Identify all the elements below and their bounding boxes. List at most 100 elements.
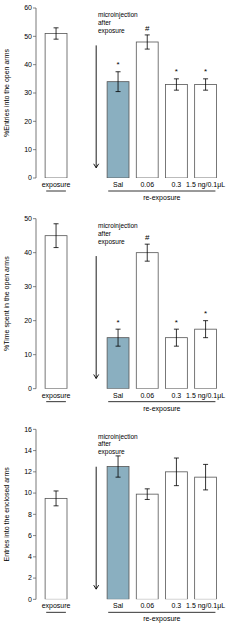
x-tick-label: exposure: [42, 181, 71, 189]
y-tick: [33, 354, 36, 355]
y-axis: [36, 219, 37, 389]
bar: [45, 236, 67, 389]
group-label: re-exposure: [143, 194, 180, 202]
y-tick: [33, 178, 36, 179]
error-bar: [116, 329, 121, 346]
arrow-head: [94, 585, 99, 589]
y-tick-label: 6: [28, 532, 32, 539]
x-tick-label: 0.06: [140, 181, 154, 188]
y-tick: [33, 429, 36, 430]
y-tick-label: 8: [28, 511, 32, 518]
arrow: [96, 467, 97, 589]
error-bar: [203, 321, 208, 338]
x-tick-label: 0.06: [140, 392, 154, 399]
x-tick-label: 0.3: [172, 181, 182, 188]
y-tick: [33, 578, 36, 579]
y-tick: [33, 599, 36, 600]
y-tick-label: 40: [24, 61, 32, 68]
figure: 0102030405060%Entries into the open arms…: [0, 0, 249, 632]
x-tick-label: 0.3: [172, 392, 182, 399]
error-bar: [54, 224, 59, 248]
underline: [108, 191, 215, 192]
x-tick-label: exposure: [42, 602, 71, 610]
error-bar: [203, 464, 208, 490]
y-tick: [33, 450, 36, 451]
error-bar: [116, 72, 121, 92]
annotation: microinjectionafterexposure: [98, 222, 138, 246]
bar: [195, 477, 217, 599]
y-tick-label: 60: [24, 4, 32, 11]
error-bar: [174, 458, 179, 486]
error-bar: [174, 329, 179, 346]
y-tick-label: 50: [24, 215, 32, 222]
bar-annotation: *: [116, 60, 119, 69]
x-tick-label: exposure: [42, 392, 71, 400]
arrow: [96, 45, 97, 167]
x-tick-label: 1.5 ng/0.1μL: [186, 602, 225, 610]
bar-annotation: *: [175, 318, 178, 327]
underline: [46, 401, 66, 402]
x-tick-label: Sal: [113, 602, 124, 609]
bar: [165, 85, 187, 179]
bar-annotation: *: [175, 67, 178, 76]
bar: [45, 34, 67, 179]
y-tick: [33, 514, 36, 515]
y-tick: [33, 320, 36, 321]
y-label: %Time spent in the open arms: [3, 256, 11, 351]
y-tick-label: 10: [24, 146, 32, 153]
y-tick: [33, 252, 36, 253]
group-label: re-exposure: [143, 615, 180, 623]
underline: [46, 612, 66, 613]
y-tick: [33, 8, 36, 9]
x-tick-label: 1.5 ng/0.1μL: [186, 181, 225, 189]
underline: [108, 612, 215, 613]
x-tick-label: Sal: [113, 392, 124, 399]
x-tick-label: 0.3: [172, 602, 182, 609]
bar: [195, 85, 217, 179]
y-tick-label: 12: [24, 468, 32, 475]
y-tick-label: 20: [24, 118, 32, 125]
y-tick-label: 10: [24, 351, 32, 358]
y-tick: [33, 149, 36, 150]
y-tick: [33, 493, 36, 494]
arrow: [96, 256, 97, 378]
y-tick-label: 0: [28, 385, 32, 392]
bar: [107, 82, 129, 178]
panel: 01020304050%Time spent in the open arms*…: [3, 215, 225, 413]
bar-annotation: *: [116, 318, 119, 327]
annotation: microinjectionafterexposure: [98, 433, 138, 457]
y-tick: [33, 286, 36, 287]
y-tick-label: 0: [28, 596, 32, 603]
bars: [45, 28, 216, 178]
bar-annotation: *: [204, 67, 207, 76]
error-bar: [203, 79, 208, 90]
y-tick-label: 4: [28, 553, 32, 560]
error-bar: [145, 244, 150, 261]
y-tick: [33, 121, 36, 122]
group-label: re-exposure: [143, 405, 180, 413]
y-tick-label: 50: [24, 33, 32, 40]
y-tick: [33, 556, 36, 557]
error-bar: [54, 28, 59, 39]
y-tick: [33, 535, 36, 536]
y-tick: [33, 471, 36, 472]
annotation: microinjectionafterexposure: [98, 11, 138, 35]
underline: [46, 191, 66, 192]
arrow-head: [94, 374, 99, 378]
bar-annotation: *: [204, 309, 207, 318]
error-bar: [145, 489, 150, 500]
error-bar: [145, 35, 150, 49]
error-bar: [54, 491, 59, 506]
y-tick: [33, 218, 36, 219]
y-tick: [33, 64, 36, 65]
bar: [136, 494, 158, 599]
y-label: Entries into the enclosed arms: [3, 467, 10, 562]
y-tick-label: 14: [24, 447, 32, 454]
y-tick: [33, 388, 36, 389]
y-tick-label: 0: [28, 174, 32, 181]
x-tick-label: 0.06: [140, 602, 154, 609]
error-bar: [174, 79, 179, 90]
bars: [45, 224, 216, 389]
bars: [45, 456, 216, 599]
y-tick-label: 2: [28, 574, 32, 581]
